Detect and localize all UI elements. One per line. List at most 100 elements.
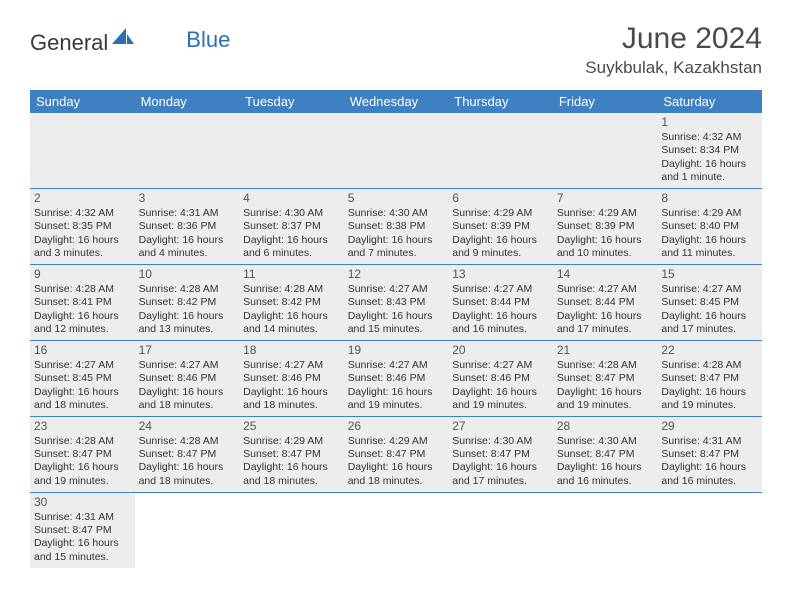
day-number: 28 [557,419,654,434]
sunset-text: Sunset: 8:47 PM [34,524,131,537]
calendar-day-cell: 9Sunrise: 4:28 AMSunset: 8:41 PMDaylight… [30,264,135,340]
day-number: 14 [557,267,654,282]
day-number: 4 [243,191,340,206]
sunrise-text: Sunrise: 4:32 AM [34,207,131,220]
sunset-text: Sunset: 8:47 PM [348,448,445,461]
calendar-day-cell: 5Sunrise: 4:30 AMSunset: 8:38 PMDaylight… [344,188,449,264]
sunset-text: Sunset: 8:42 PM [139,296,236,309]
sunrise-text: Sunrise: 4:28 AM [34,435,131,448]
calendar-day-cell: 14Sunrise: 4:27 AMSunset: 8:44 PMDayligh… [553,264,658,340]
calendar-day-cell: 21Sunrise: 4:28 AMSunset: 8:47 PMDayligh… [553,340,658,416]
daylight-text: Daylight: 16 hours and 18 minutes. [34,386,131,412]
daylight-text: Daylight: 16 hours and 19 minutes. [557,386,654,412]
daylight-text: Daylight: 16 hours and 17 minutes. [661,310,758,336]
day-number: 27 [452,419,549,434]
sunset-text: Sunset: 8:44 PM [452,296,549,309]
day-number: 11 [243,267,340,282]
calendar-empty-cell [448,113,553,188]
calendar-week: 1Sunrise: 4:32 AMSunset: 8:34 PMDaylight… [30,113,762,188]
calendar-day-cell: 29Sunrise: 4:31 AMSunset: 8:47 PMDayligh… [657,416,762,492]
page-header: General Blue June 2024 Suykbulak, Kazakh… [30,22,762,78]
sunset-text: Sunset: 8:35 PM [34,220,131,233]
calendar-empty-cell [239,492,344,567]
daylight-text: Daylight: 16 hours and 19 minutes. [34,461,131,487]
daylight-text: Daylight: 16 hours and 15 minutes. [348,310,445,336]
day-number: 25 [243,419,340,434]
day-header: Saturday [657,90,762,113]
daylight-text: Daylight: 16 hours and 18 minutes. [139,461,236,487]
calendar-day-cell: 4Sunrise: 4:30 AMSunset: 8:37 PMDaylight… [239,188,344,264]
day-number: 26 [348,419,445,434]
daylight-text: Daylight: 16 hours and 3 minutes. [34,234,131,260]
calendar-day-cell: 24Sunrise: 4:28 AMSunset: 8:47 PMDayligh… [135,416,240,492]
calendar-day-cell: 6Sunrise: 4:29 AMSunset: 8:39 PMDaylight… [448,188,553,264]
day-number: 23 [34,419,131,434]
daylight-text: Daylight: 16 hours and 13 minutes. [139,310,236,336]
daylight-text: Daylight: 16 hours and 7 minutes. [348,234,445,260]
calendar-day-cell: 12Sunrise: 4:27 AMSunset: 8:43 PMDayligh… [344,264,449,340]
calendar-day-cell: 8Sunrise: 4:29 AMSunset: 8:40 PMDaylight… [657,188,762,264]
sunrise-text: Sunrise: 4:28 AM [661,359,758,372]
sunrise-text: Sunrise: 4:27 AM [557,283,654,296]
sunset-text: Sunset: 8:47 PM [243,448,340,461]
calendar-table: SundayMondayTuesdayWednesdayThursdayFrid… [30,90,762,568]
sunrise-text: Sunrise: 4:27 AM [452,359,549,372]
calendar-day-cell: 19Sunrise: 4:27 AMSunset: 8:46 PMDayligh… [344,340,449,416]
sunrise-text: Sunrise: 4:27 AM [348,283,445,296]
day-number: 12 [348,267,445,282]
day-number: 21 [557,343,654,358]
day-number: 15 [661,267,758,282]
sunset-text: Sunset: 8:39 PM [557,220,654,233]
calendar-day-cell: 13Sunrise: 4:27 AMSunset: 8:44 PMDayligh… [448,264,553,340]
sunrise-text: Sunrise: 4:30 AM [452,435,549,448]
daylight-text: Daylight: 16 hours and 12 minutes. [34,310,131,336]
day-number: 7 [557,191,654,206]
calendar-empty-cell [344,492,449,567]
sunset-text: Sunset: 8:47 PM [661,372,758,385]
daylight-text: Daylight: 16 hours and 18 minutes. [348,461,445,487]
sunset-text: Sunset: 8:36 PM [139,220,236,233]
sunset-text: Sunset: 8:47 PM [661,448,758,461]
daylight-text: Daylight: 16 hours and 18 minutes. [243,461,340,487]
sunrise-text: Sunrise: 4:29 AM [452,207,549,220]
calendar-empty-cell [344,113,449,188]
sunrise-text: Sunrise: 4:29 AM [348,435,445,448]
daylight-text: Daylight: 16 hours and 19 minutes. [661,386,758,412]
sunrise-text: Sunrise: 4:27 AM [348,359,445,372]
sunset-text: Sunset: 8:47 PM [139,448,236,461]
calendar-empty-cell [553,492,658,567]
sunrise-text: Sunrise: 4:29 AM [243,435,340,448]
sunset-text: Sunset: 8:34 PM [661,144,758,157]
day-number: 10 [139,267,236,282]
sunset-text: Sunset: 8:46 PM [243,372,340,385]
calendar-day-cell: 7Sunrise: 4:29 AMSunset: 8:39 PMDaylight… [553,188,658,264]
sunrise-text: Sunrise: 4:30 AM [557,435,654,448]
day-number: 6 [452,191,549,206]
sunset-text: Sunset: 8:39 PM [452,220,549,233]
day-number: 9 [34,267,131,282]
calendar-body: 1Sunrise: 4:32 AMSunset: 8:34 PMDaylight… [30,113,762,568]
logo-text-blue: Blue [186,27,230,53]
sunrise-text: Sunrise: 4:31 AM [661,435,758,448]
daylight-text: Daylight: 16 hours and 14 minutes. [243,310,340,336]
calendar-day-cell: 28Sunrise: 4:30 AMSunset: 8:47 PMDayligh… [553,416,658,492]
calendar-day-cell: 26Sunrise: 4:29 AMSunset: 8:47 PMDayligh… [344,416,449,492]
calendar-day-cell: 3Sunrise: 4:31 AMSunset: 8:36 PMDaylight… [135,188,240,264]
calendar-day-cell: 2Sunrise: 4:32 AMSunset: 8:35 PMDaylight… [30,188,135,264]
calendar-day-cell: 20Sunrise: 4:27 AMSunset: 8:46 PMDayligh… [448,340,553,416]
sunset-text: Sunset: 8:47 PM [452,448,549,461]
sunset-text: Sunset: 8:40 PM [661,220,758,233]
calendar-day-cell: 22Sunrise: 4:28 AMSunset: 8:47 PMDayligh… [657,340,762,416]
daylight-text: Daylight: 16 hours and 15 minutes. [34,537,131,563]
calendar-empty-cell [135,492,240,567]
day-number: 5 [348,191,445,206]
day-number: 24 [139,419,236,434]
daylight-text: Daylight: 16 hours and 16 minutes. [557,461,654,487]
daylight-text: Daylight: 16 hours and 19 minutes. [348,386,445,412]
sunrise-text: Sunrise: 4:30 AM [243,207,340,220]
day-number: 16 [34,343,131,358]
sunrise-text: Sunrise: 4:27 AM [34,359,131,372]
sunset-text: Sunset: 8:44 PM [557,296,654,309]
sunrise-text: Sunrise: 4:29 AM [661,207,758,220]
sunset-text: Sunset: 8:46 PM [139,372,236,385]
